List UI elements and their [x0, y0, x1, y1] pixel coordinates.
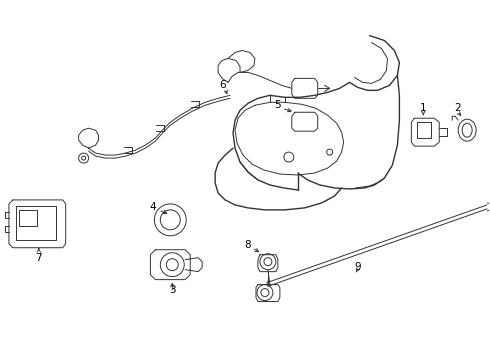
Text: 5: 5 [274, 100, 281, 110]
Text: 9: 9 [354, 262, 361, 272]
Text: 7: 7 [35, 253, 42, 263]
Bar [16, 206, 56, 240]
Text: 4: 4 [149, 202, 156, 212]
Bar [19, 210, 37, 226]
Text: 2: 2 [454, 103, 461, 113]
Text: 8: 8 [245, 240, 251, 250]
Text: 3: 3 [169, 284, 175, 294]
Text: 6: 6 [219, 80, 225, 90]
Text: 1: 1 [420, 103, 427, 113]
